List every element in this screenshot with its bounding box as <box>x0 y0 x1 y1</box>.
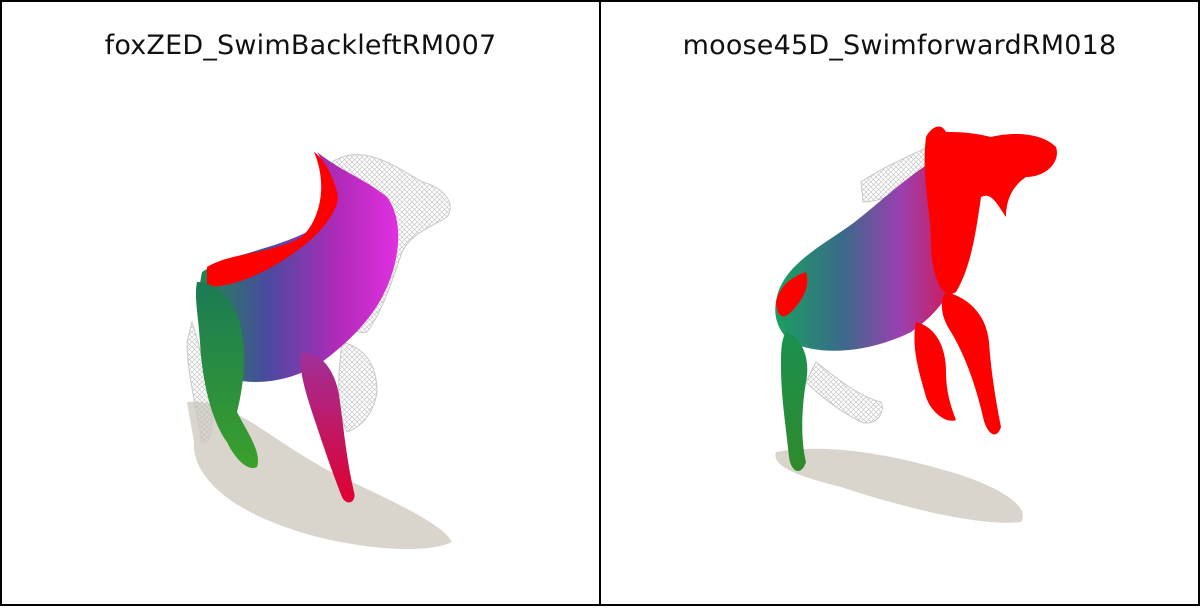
left-panel-title: foxZED_SwimBackleftRM007 <box>104 30 497 61</box>
left-panel: foxZED_SwimBackleftRM007 <box>0 0 601 606</box>
right-panel-title: moose45D_SwimforwardRM018 <box>682 30 1117 61</box>
fox-body <box>198 152 399 382</box>
moose-front-leg-2 <box>914 322 956 421</box>
moose-head <box>924 126 1057 294</box>
right-panel: moose45D_SwimforwardRM018 <box>599 0 1200 606</box>
fox-render <box>186 152 452 550</box>
moose-shadow <box>775 448 1023 523</box>
fox-shadow <box>187 401 452 550</box>
fox-hind-leg <box>195 282 258 468</box>
moose-mesh-leg <box>805 361 883 424</box>
moose-body <box>775 162 968 351</box>
fox-front-leg <box>300 352 355 503</box>
moose-hind-leg <box>781 332 808 472</box>
fox-mesh-leg <box>338 341 378 433</box>
moose-front-leg-1 <box>941 292 1001 435</box>
fox-back-red <box>207 152 338 287</box>
moose-rump-red <box>776 272 808 317</box>
moose-render <box>775 126 1057 523</box>
